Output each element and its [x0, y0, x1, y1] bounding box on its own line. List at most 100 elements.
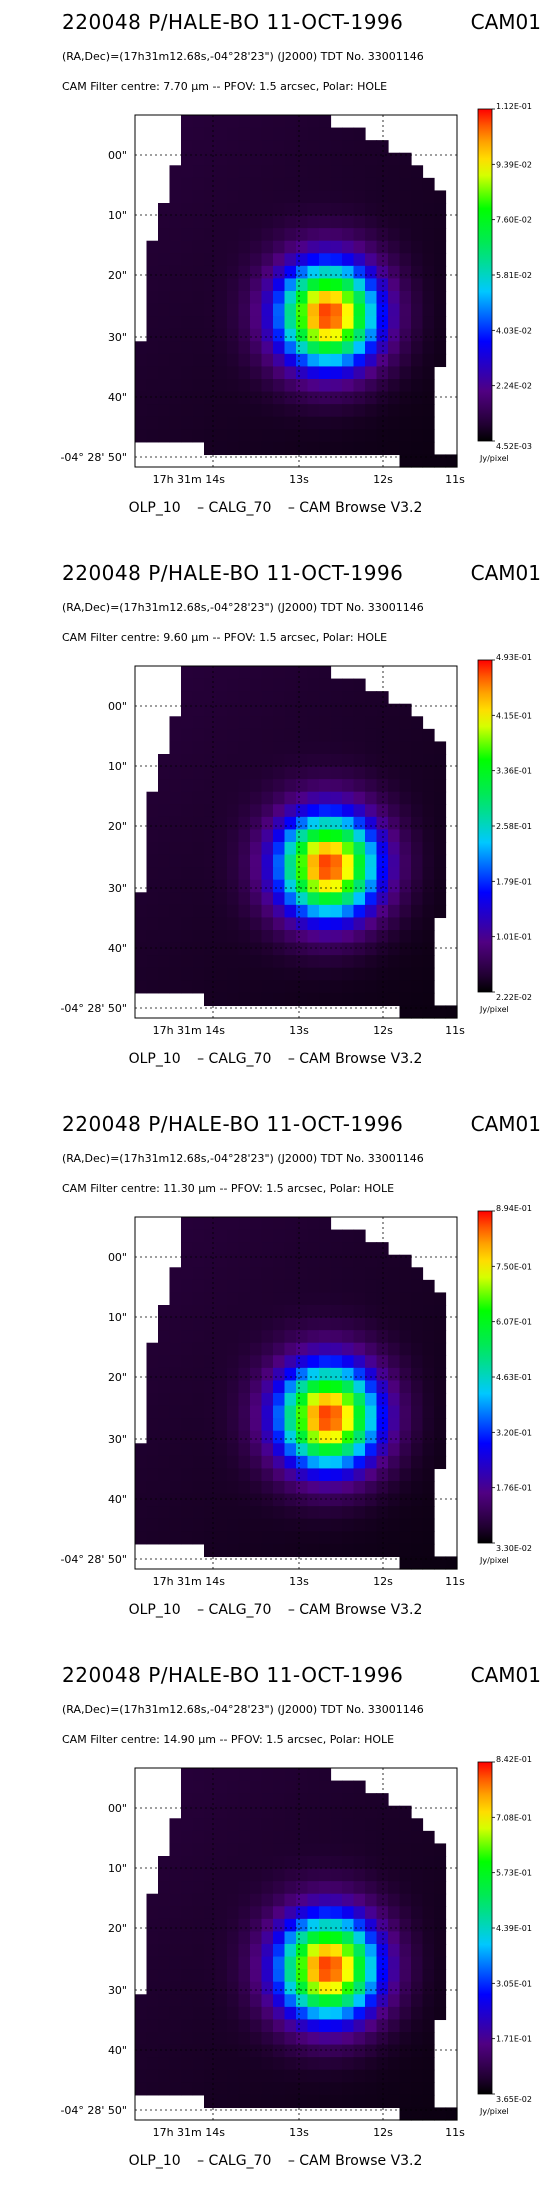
heatmap-cell [353, 215, 366, 229]
heatmap-cell [158, 980, 171, 994]
heatmap-cell [411, 291, 424, 305]
heatmap-cell [388, 1367, 401, 1382]
heatmap-cell [365, 1267, 378, 1281]
heatmap-cell [296, 190, 309, 204]
heatmap-cell [146, 1418, 159, 1432]
heatmap-cell [307, 1969, 320, 1983]
heatmap-cell [319, 842, 332, 856]
y-tick-label: 30" [108, 331, 127, 344]
heatmap-cell [353, 691, 366, 705]
heatmap-cell [399, 1305, 412, 1319]
x-tick-label: 12s [373, 2126, 393, 2139]
heatmap-cell [227, 429, 240, 443]
heatmap-cell [135, 917, 148, 931]
heatmap-cell [388, 1455, 401, 1470]
heatmap-cell [296, 1217, 309, 1231]
heatmap-cell [227, 1805, 240, 1819]
heatmap-cell [146, 816, 159, 831]
heatmap-cell [342, 1305, 355, 1319]
heatmap-cell [215, 791, 228, 805]
heatmap-cell [307, 1531, 320, 1545]
heatmap-cell [376, 1267, 389, 1281]
heatmap-cell [250, 829, 263, 843]
heatmap-cell [296, 728, 309, 743]
heatmap-cell [238, 754, 251, 768]
heatmap-cell [376, 391, 389, 405]
heatmap-cell [296, 1843, 309, 1857]
heatmap-cell [273, 1305, 286, 1319]
heatmap-cell [284, 2019, 297, 2033]
y-tick-label: -04° 28' 50" [60, 2104, 127, 2117]
heatmap-cell [158, 829, 171, 843]
heatmap-cell [307, 1843, 320, 1857]
heatmap-cell [227, 1493, 240, 1507]
heatmap-cell [307, 1868, 320, 1882]
heatmap-cell [353, 854, 366, 868]
heatmap-cell [215, 1455, 228, 1470]
x-tick-label: 12s [373, 1024, 393, 1037]
heatmap-cell [146, 391, 159, 405]
heatmap-cell [411, 1543, 424, 1558]
heatmap-cell [261, 265, 274, 280]
heatmap-cell [342, 391, 355, 405]
heatmap-cell [365, 1906, 378, 1920]
heatmap-cell [330, 980, 343, 994]
heatmap-cell [204, 228, 217, 242]
heatmap-cell [342, 1931, 355, 1945]
camera-label: CAM01 [470, 10, 541, 34]
heatmap-cell [250, 215, 263, 229]
heatmap-cell [227, 328, 240, 342]
heatmap-cell [192, 1267, 205, 1281]
heatmap-cell [422, 1355, 435, 1369]
heatmap-cell [411, 215, 424, 229]
heatmap-cell [284, 2069, 297, 2083]
heatmap-cell [388, 228, 401, 242]
heatmap-cell [181, 303, 194, 317]
heatmap-cell [273, 992, 286, 1007]
heatmap-cell [388, 2032, 401, 2046]
heatmap-cell [296, 1543, 309, 1558]
y-tick-label: 00" [108, 1802, 127, 1815]
heatmap-cell [158, 2069, 171, 2083]
heatmap-cell [365, 1956, 378, 1970]
heatmap-cell [146, 1506, 159, 1520]
heatmap-cell [399, 741, 412, 755]
heatmap-cell [319, 716, 332, 730]
heatmap-cell [342, 992, 355, 1007]
heatmap-cell [307, 1430, 320, 1444]
heatmap-cell [365, 291, 378, 305]
heatmap-cell [353, 1780, 366, 1794]
heatmap-cell [250, 1818, 263, 1832]
heatmap-cell [411, 2019, 424, 2033]
heatmap-cell [158, 1443, 171, 1457]
heatmap-cell [399, 2107, 412, 2121]
heatmap-cell [215, 1768, 228, 1782]
heatmap-cell [261, 341, 274, 355]
heatmap-cell [376, 228, 389, 242]
footer-line: OLP_10 – CALG_70 – CAM Browse V3.2 [0, 2153, 551, 2169]
heatmap-cell [215, 1531, 228, 1545]
heatmap-cell [169, 1818, 182, 1832]
heatmap-cell [422, 2006, 435, 2021]
heatmap-cell [399, 1981, 412, 1995]
heatmap-cell [215, 253, 228, 267]
heatmap-cell [399, 366, 412, 380]
heatmap-cell [181, 1830, 194, 1845]
heatmap-cell [158, 2006, 171, 2021]
heatmap-cell [215, 366, 228, 380]
heatmap-cell [422, 1994, 435, 2008]
heatmap-cell [319, 766, 332, 780]
heatmap-cell [158, 1931, 171, 1945]
heatmap-cell [192, 854, 205, 868]
heatmap-cell [319, 741, 332, 755]
heatmap-cell [181, 2044, 194, 2058]
heatmap-cell [215, 240, 228, 254]
heatmap-cell [146, 1455, 159, 1470]
heatmap-cell [215, 1481, 228, 1495]
heatmap-cell [261, 2044, 274, 2058]
heatmap-cell [342, 754, 355, 768]
footer-browse: – CAM Browse V3.2 [287, 2153, 423, 2169]
heatmap-cell [353, 1868, 366, 1882]
heatmap-cell [261, 1493, 274, 1507]
heatmap-cell [250, 716, 263, 730]
